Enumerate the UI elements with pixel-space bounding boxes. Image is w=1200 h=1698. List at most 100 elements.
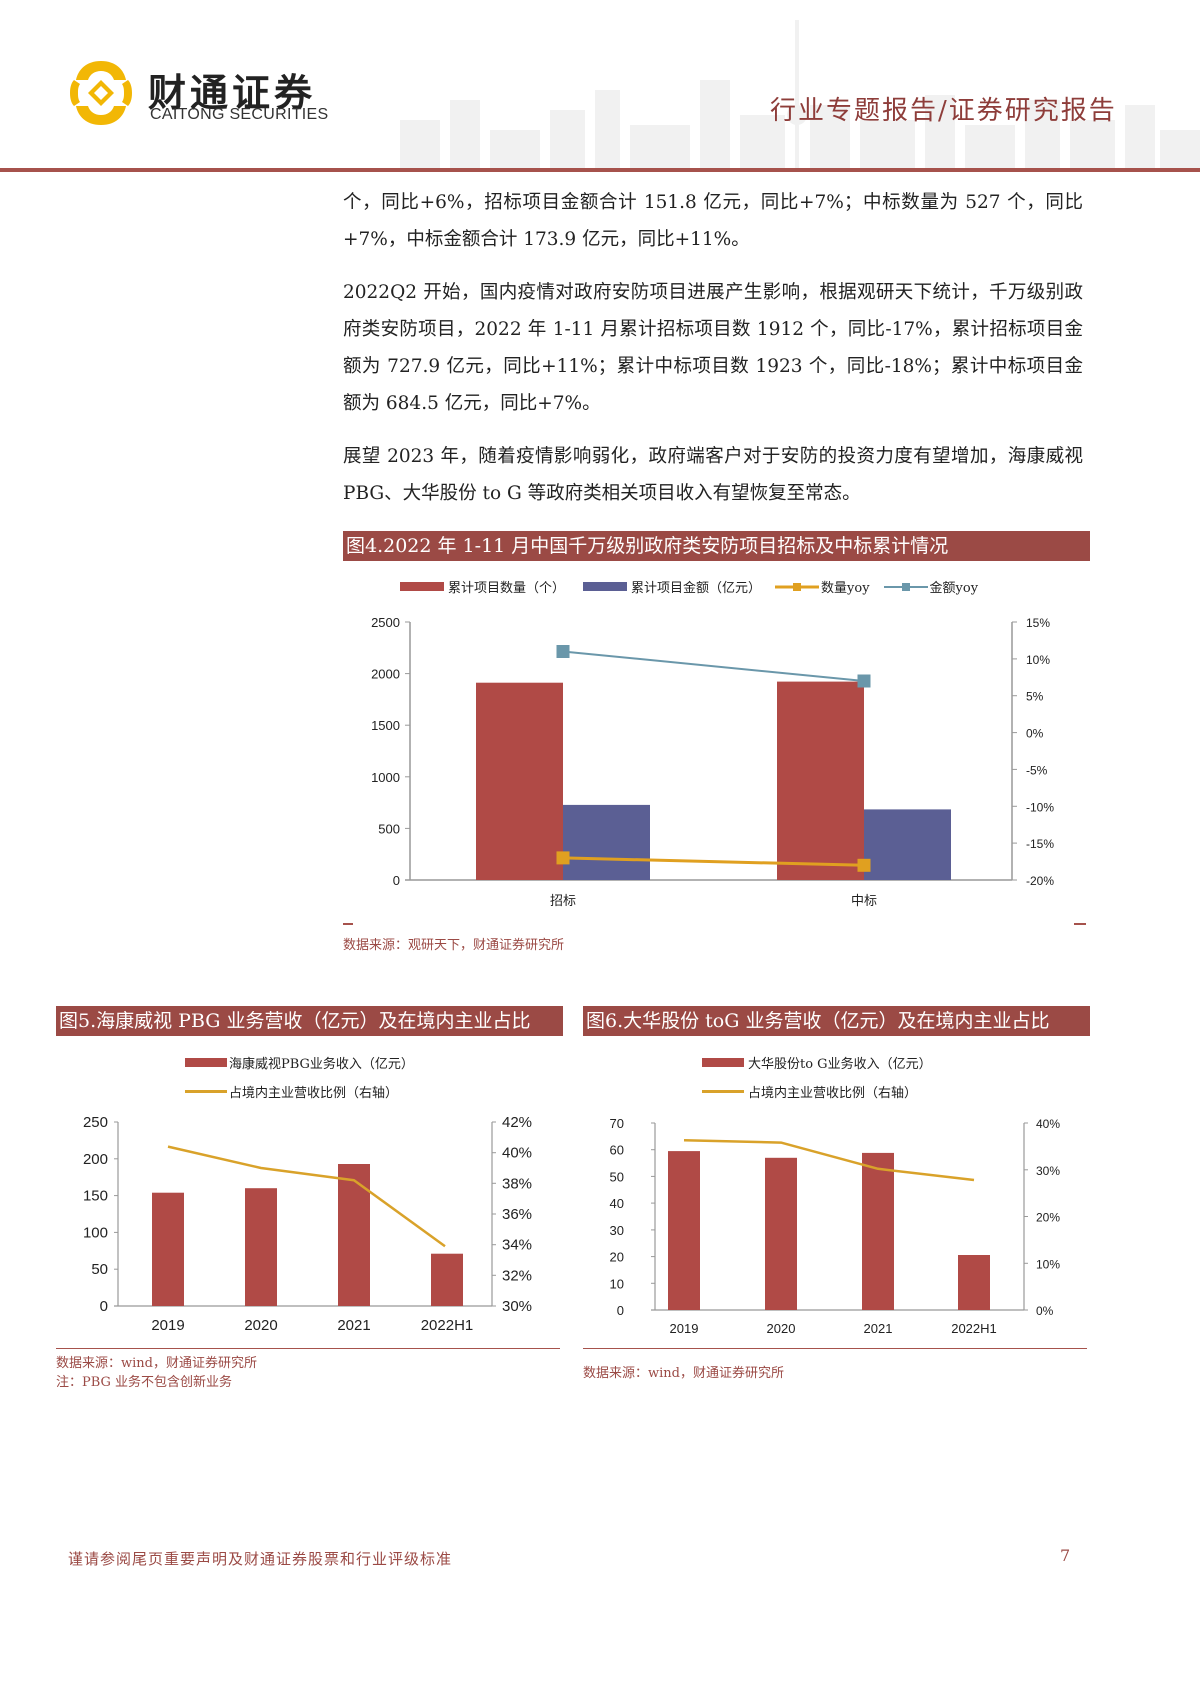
svg-text:2019: 2019: [151, 1317, 184, 1334]
figure-4-source: 数据来源：观研天下，财通证券研究所: [343, 938, 565, 953]
legend-swatch-count-yoy: [775, 582, 820, 591]
figure-4-legend: 累计项目数量（个） 累计项目金额（亿元） 数量yoy 金额yoy: [400, 577, 978, 596]
figure-5-right-axis: 42% 40% 38% 36% 34% 32% 30%: [492, 1114, 532, 1315]
legend-swatch-count: [400, 582, 444, 591]
svg-text:70: 70: [610, 1116, 624, 1131]
svg-text:38%: 38%: [502, 1175, 532, 1192]
svg-text:20%: 20%: [1036, 1211, 1060, 1225]
figure-5-chart: 250 200 150 100 50 0 42% 40% 38% 36% 34%…: [83, 1114, 532, 1334]
logo-chinese-name: 财通证券: [148, 71, 317, 115]
legend-label-pbg-revenue: 海康威视PBG业务收入（亿元）: [229, 1057, 414, 1072]
figure-6-left-axis: 70 60 50 40 30 20 10 0: [610, 1116, 655, 1318]
svg-text:32%: 32%: [502, 1267, 532, 1284]
bar-award-amount: [864, 809, 951, 880]
svg-text:10: 10: [610, 1276, 624, 1291]
svg-text:0%: 0%: [1036, 1304, 1054, 1318]
legend-label-pbg-share: 占境内主业营收比例（右轴）: [229, 1086, 399, 1101]
paragraph-3: 展望 2023 年，随着疫情影响弱化，政府端客户对于安防的投资力度有望增加，海康…: [343, 446, 1083, 504]
figure-4-chart: 2500 2000 1500 1000 500 0 15% 10% 5% 0% …: [371, 615, 1054, 908]
svg-text:42%: 42%: [502, 1114, 532, 1131]
bar-award-count: [777, 681, 864, 880]
marker-count-yoy-award: [857, 858, 871, 872]
svg-text:30: 30: [610, 1223, 624, 1238]
marker-amount-yoy-tender: [556, 645, 570, 658]
svg-text:200: 200: [83, 1151, 108, 1168]
svg-text:0: 0: [617, 1303, 624, 1318]
marker-count-yoy-tender: [556, 851, 570, 865]
svg-text:10%: 10%: [1026, 653, 1050, 667]
caitong-logo-icon: [70, 61, 132, 125]
figure-6-source: 数据来源：wind，财通证券研究所: [583, 1366, 784, 1381]
svg-text:50: 50: [91, 1261, 108, 1278]
line-tog-share: [683, 1139, 975, 1182]
figure-6-bottom-rule: [583, 1348, 1087, 1349]
legend-swatch-pbg-revenue: [185, 1058, 227, 1067]
svg-text:2000: 2000: [371, 667, 400, 682]
svg-text:250: 250: [83, 1114, 108, 1131]
svg-text:20: 20: [610, 1250, 624, 1265]
line-count-yoy: [562, 856, 865, 867]
svg-text:1500: 1500: [371, 718, 400, 733]
legend-swatch-tog-revenue: [702, 1058, 744, 1067]
svg-text:0: 0: [100, 1298, 108, 1315]
svg-text:-20%: -20%: [1026, 874, 1054, 888]
svg-text:-5%: -5%: [1026, 763, 1048, 777]
svg-text:2022H1: 2022H1: [421, 1317, 474, 1334]
figure-4-tick-left: [343, 923, 353, 925]
legend-swatch-amount-yoy: [883, 582, 928, 591]
svg-text:2500: 2500: [371, 615, 400, 630]
svg-text:2021: 2021: [337, 1317, 370, 1334]
footer-disclaimer: 谨请参阅尾页重要声明及财通证券股票和行业评级标准: [68, 1550, 453, 1568]
legend-swatch-tog-share: [702, 1090, 744, 1093]
bar-pbg-2021: [338, 1164, 370, 1306]
report-type-label: 行业专题报告/证券研究报告: [770, 96, 1117, 126]
figure-6-right-axis: 40% 30% 20% 10% 0%: [1024, 1117, 1060, 1318]
svg-text:100: 100: [83, 1224, 108, 1241]
legend-label-tog-revenue: 大华股份to G业务收入（亿元）: [748, 1057, 932, 1072]
svg-text:60: 60: [610, 1143, 624, 1158]
figure-6-legend-bar: 大华股份to G业务收入（亿元）: [702, 1053, 932, 1072]
figure-5-legend-line: 占境内主业营收比例（右轴）: [185, 1082, 398, 1101]
figure-5-x-axis: 2019 2020 2021 2022H1: [151, 1317, 473, 1334]
svg-text:0: 0: [393, 873, 400, 888]
bar-tender-amount: [563, 804, 650, 880]
bar-pbg-2019: [152, 1192, 184, 1306]
svg-text:34%: 34%: [502, 1237, 532, 1254]
legend-label-count: 累计项目数量（个）: [448, 581, 566, 596]
legend-swatch-pbg-share: [185, 1090, 227, 1093]
svg-text:2019: 2019: [670, 1321, 699, 1336]
svg-text:500: 500: [378, 821, 400, 836]
x-label-tender: 招标: [550, 893, 576, 908]
bar-tog-2021: [862, 1152, 894, 1310]
svg-text:40%: 40%: [1036, 1117, 1060, 1131]
bar-tender-count: [476, 682, 563, 880]
figure-4-title: 图4.2022 年 1-11 月中国千万级别政府类安防项目招标及中标累计情况: [343, 531, 1090, 561]
figure-6-x-axis: 2019 2020 2021 2022H1: [670, 1321, 997, 1336]
bar-tog-2019: [668, 1151, 700, 1310]
figure-5-note: 注：PBG 业务不包含创新业务: [56, 1375, 233, 1390]
figure-5-left-axis: 250 200 150 100 50 0: [83, 1114, 118, 1315]
marker-amount-yoy-award: [857, 674, 871, 688]
figure-4-left-axis: 2500 2000 1500 1000 500 0: [371, 615, 410, 888]
svg-text:2020: 2020: [244, 1317, 277, 1334]
svg-text:2020: 2020: [767, 1321, 796, 1336]
svg-text:50: 50: [610, 1169, 624, 1184]
x-label-award: 中标: [851, 893, 877, 908]
legend-swatch-amount: [583, 582, 628, 591]
svg-text:-15%: -15%: [1026, 837, 1054, 851]
legend-label-tog-share: 占境内主业营收比例（右轴）: [748, 1086, 918, 1101]
svg-text:40: 40: [610, 1196, 624, 1211]
svg-text:36%: 36%: [502, 1206, 532, 1223]
skyline-background: [400, 20, 1200, 170]
header-rule: [0, 168, 1200, 172]
svg-text:2022H1: 2022H1: [951, 1321, 997, 1336]
paragraph-2: 2022Q2 开始，国内疫情对政府安防项目进展产生影响，根据观研天下统计，千万级…: [343, 282, 1083, 414]
figure-5-source: 数据来源：wind，财通证券研究所: [56, 1356, 257, 1371]
legend-label-amount: 累计项目金额（亿元）: [631, 581, 762, 596]
svg-text:2021: 2021: [864, 1321, 893, 1336]
svg-text:40%: 40%: [502, 1145, 532, 1162]
legend-label-count-yoy: 数量yoy: [821, 581, 870, 596]
figure-6-chart: 70 60 50 40 30 20 10 0 40% 30% 20% 10% 0…: [610, 1116, 1061, 1336]
bar-tog-2022h1: [958, 1255, 990, 1310]
line-amount-yoy: [562, 650, 865, 682]
